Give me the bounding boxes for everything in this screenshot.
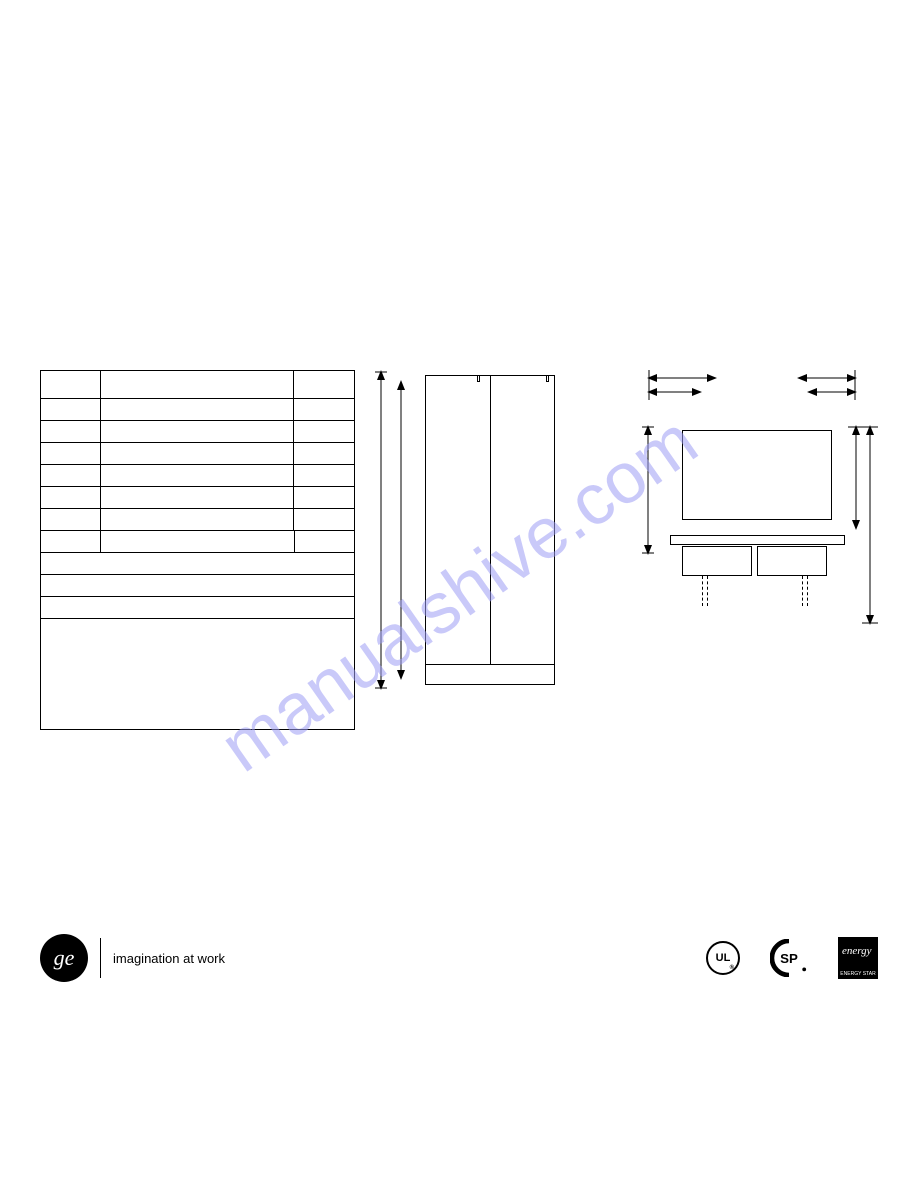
handle-left (477, 376, 480, 382)
table-cell-main (101, 531, 294, 552)
footer-brand: ge imagination at work (40, 934, 225, 982)
table-header-val (294, 371, 354, 398)
spec-table (40, 370, 355, 730)
table-cell-val (294, 597, 354, 618)
table-cell-label (41, 465, 101, 486)
table-row (41, 399, 354, 421)
dimension-arrow-outer (375, 370, 387, 690)
energy-star-script: energy (842, 945, 874, 957)
ul-cert-icon: UL (706, 941, 740, 975)
leg-left-dashed (702, 576, 708, 606)
table-cell-label (41, 531, 101, 552)
energy-star-icon: energy ENERGY STAR (838, 937, 878, 979)
table-cell-val (294, 619, 354, 641)
table-cell-label (41, 399, 101, 420)
door-split-line (490, 376, 491, 664)
table-cell-main (101, 399, 294, 420)
table-row (41, 509, 354, 531)
cabinet-base-left (682, 546, 752, 576)
table-cell-label (41, 553, 101, 574)
table-cell-main (101, 575, 294, 596)
table-cell-main (101, 465, 294, 486)
table-row (41, 531, 354, 553)
footer-certifications: UL SP energy ENERGY STAR (706, 937, 878, 979)
table-cell-val (294, 575, 354, 596)
table-row (41, 443, 354, 465)
main-content (40, 370, 878, 730)
table-cell-label (41, 509, 101, 530)
table-cell-val (294, 487, 354, 508)
table-cell-val (294, 399, 354, 420)
table-row (41, 553, 354, 575)
cabinet-upper (682, 430, 832, 520)
table-row (41, 619, 354, 641)
table-cell-val (294, 509, 354, 530)
table-cell-main (101, 487, 294, 508)
table-cell-main (101, 619, 294, 641)
table-cell-label (41, 421, 101, 442)
table-cell-main (101, 597, 294, 618)
table-cell-val (294, 421, 354, 442)
table-cell-label (41, 575, 101, 596)
diagram-install-clearance (622, 370, 878, 730)
table-cell-label (41, 597, 101, 618)
handle-right (546, 376, 549, 382)
cabinet-base-right (757, 546, 827, 576)
table-row (41, 421, 354, 443)
energy-star-label: ENERGY STAR (840, 971, 875, 977)
appliance-front-outline (425, 375, 555, 685)
table-cell-label (41, 487, 101, 508)
table-row (41, 597, 354, 619)
table-cell-main (101, 553, 294, 574)
table-cell-main (101, 421, 294, 442)
table-row (41, 575, 354, 597)
leg-right-dashed (802, 576, 808, 606)
diagram-front-elevation (375, 370, 602, 730)
table-cell-label (41, 443, 101, 464)
table-header-label (41, 371, 101, 398)
table-cell-main (101, 443, 294, 464)
table-cell-val (294, 531, 354, 552)
ge-logo-icon: ge (40, 934, 88, 982)
dimension-arrow-left (642, 425, 654, 555)
svg-text:SP: SP (780, 951, 798, 966)
table-row (41, 487, 354, 509)
table-row (41, 465, 354, 487)
table-cell-label (41, 619, 101, 641)
divider (100, 938, 101, 978)
dimension-arrows-top (642, 370, 862, 410)
table-cell-val (294, 443, 354, 464)
ge-tagline: imagination at work (113, 951, 225, 966)
table-cell-val (294, 553, 354, 574)
dimension-arrows-right (848, 425, 878, 625)
table-cell-main (101, 509, 294, 530)
csa-cert-icon: SP (770, 939, 808, 977)
table-cell-val (294, 465, 354, 486)
table-header-row (41, 371, 354, 399)
table-header-main (101, 371, 294, 398)
appliance-base (426, 664, 554, 684)
dimension-arrow-inner (395, 380, 407, 680)
countertop (670, 535, 845, 545)
page-footer: ge imagination at work UL SP energy ENER… (40, 928, 878, 988)
